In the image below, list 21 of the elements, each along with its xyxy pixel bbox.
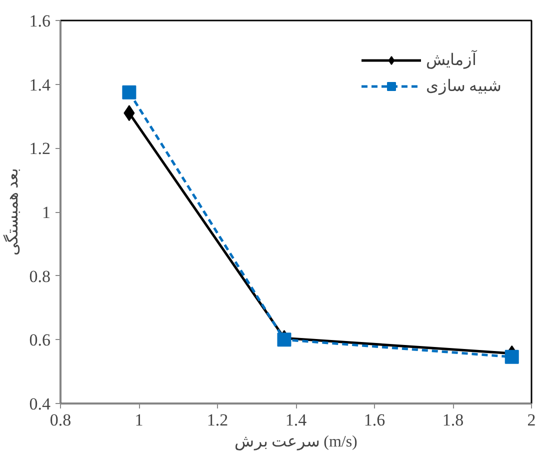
y-tick-label: 1	[42, 203, 50, 222]
x-tick-label: 1.2	[206, 410, 228, 430]
y-tick-label: 0.8	[29, 266, 50, 286]
x-tick-label: 1.6	[364, 410, 386, 430]
point	[504, 350, 519, 364]
point	[122, 85, 136, 100]
y-tick-label: 0.4	[29, 394, 51, 414]
x-tick-label: 1.4	[285, 410, 308, 430]
legend-label: آزمایش	[426, 50, 476, 70]
y-tick-label: 0.6	[29, 330, 50, 350]
x-axis-title: سرعت برش (m/s)	[234, 434, 358, 450]
y-tick-label: 1.4	[29, 75, 51, 94]
x-tick-label: 2	[527, 410, 536, 430]
legend-label: شبیه سازی	[426, 77, 501, 96]
y-axis-title: بعد همبستگی	[2, 168, 22, 256]
x-tick-label: 1	[134, 410, 144, 430]
y-tick-label: 1.6	[29, 12, 50, 30]
y-tick-label: 1.2	[29, 139, 50, 158]
x-tick-label: 0.8	[50, 410, 72, 430]
x-tick-label: 1.8	[442, 410, 464, 430]
point	[277, 332, 292, 347]
